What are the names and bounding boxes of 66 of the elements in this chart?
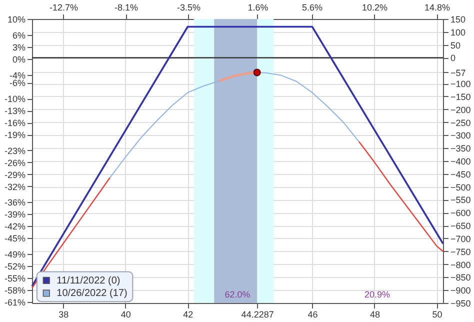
y-tick-label: −100 [450,79,471,90]
annotation: 20.9% [364,289,390,300]
y2-tick-label: -29% [4,170,26,180]
y-tick-label: −200 [450,104,471,115]
y2-tick-label: -58% [4,285,26,296]
y2-tick-label: -10% [4,94,26,104]
y-tick-label: −350 [450,144,471,154]
y2-tick-label: -19% [4,130,26,140]
y-tick-label: −250 [450,118,471,128]
x2-tick-label: 10.2% [362,2,388,12]
y-tick-label: −700 [450,234,471,244]
y2-tick-label: -32% [4,182,26,192]
y2-tick-label: -52% [4,261,26,272]
y2-tick-label: 3% [12,42,26,52]
x-tick-label: 42 [183,310,194,320]
y-tick-label: 50 [450,40,461,50]
y2-tick-label: -16% [4,118,26,128]
annotation: 62.0% [224,289,250,300]
y2-tick-label: -6% [9,78,26,88]
y-tick-label: −500 [450,182,471,192]
x2-tick-label: 14.8% [424,2,450,12]
y-tick-label: −57 [450,68,466,78]
y2-tick-label: -13% [4,106,26,116]
y-tick-label: −150 [450,92,471,102]
y2-tick-label: -61% [4,297,26,308]
x-tick-label: 40 [120,310,131,320]
y2-tick-label: 6% [12,30,26,40]
y-tick-label: −850 [450,272,471,283]
x-tick-label: 38 [58,310,69,320]
y-tick-label: 0 [450,53,456,64]
y2-tick-label: 0% [12,54,26,64]
y2-tick-label: -42% [4,222,26,232]
y2-tick-label: -39% [4,210,26,220]
y-tick-label: 100 [450,27,466,38]
y2-tick-label: -49% [4,250,26,260]
x2-tick-label: -3.5% [176,2,200,12]
y-tick-label: −900 [450,286,471,296]
y2-tick-label: -23% [4,146,26,156]
y-tick-label: −450 [450,169,471,180]
y-tick-label: −550 [450,195,471,206]
legend-label: 10/26/2022 (17) [56,288,128,300]
y2-tick-label: -26% [4,158,26,168]
line-series [358,141,444,252]
y-tick-label: 150 [450,14,466,24]
y2-tick-label: -36% [4,198,26,208]
x-tick-label: 44.2287 [241,310,274,320]
y-tick-label: −300 [450,130,471,141]
x-tick-label: 50 [432,310,442,320]
y2-tick-label: -4% [9,70,26,80]
x2-tick-label: -12.7% [49,2,78,12]
y-tick-label: −650 [450,221,471,232]
legend-label: 11/11/2022 (0) [56,275,120,286]
x-tick-label: 46 [308,310,318,320]
y-tick-label: −950 [450,298,471,308]
line-series [31,177,110,289]
y-tick-label: −750 [450,246,471,257]
y2-tick-label: -45% [4,234,26,244]
x2-tick-label: 1.6% [248,2,268,12]
y-tick-label: −600 [450,208,471,218]
x2-tick-label: -8.1% [114,2,138,12]
y2-tick-label: -55% [4,273,26,284]
x2-tick-label: 5.6% [302,2,323,12]
y-tick-label: −400 [450,156,471,166]
x-tick-label: 48 [370,310,380,320]
y2-tick-label: 10% [7,14,26,24]
y-tick-label: −800 [450,260,471,270]
